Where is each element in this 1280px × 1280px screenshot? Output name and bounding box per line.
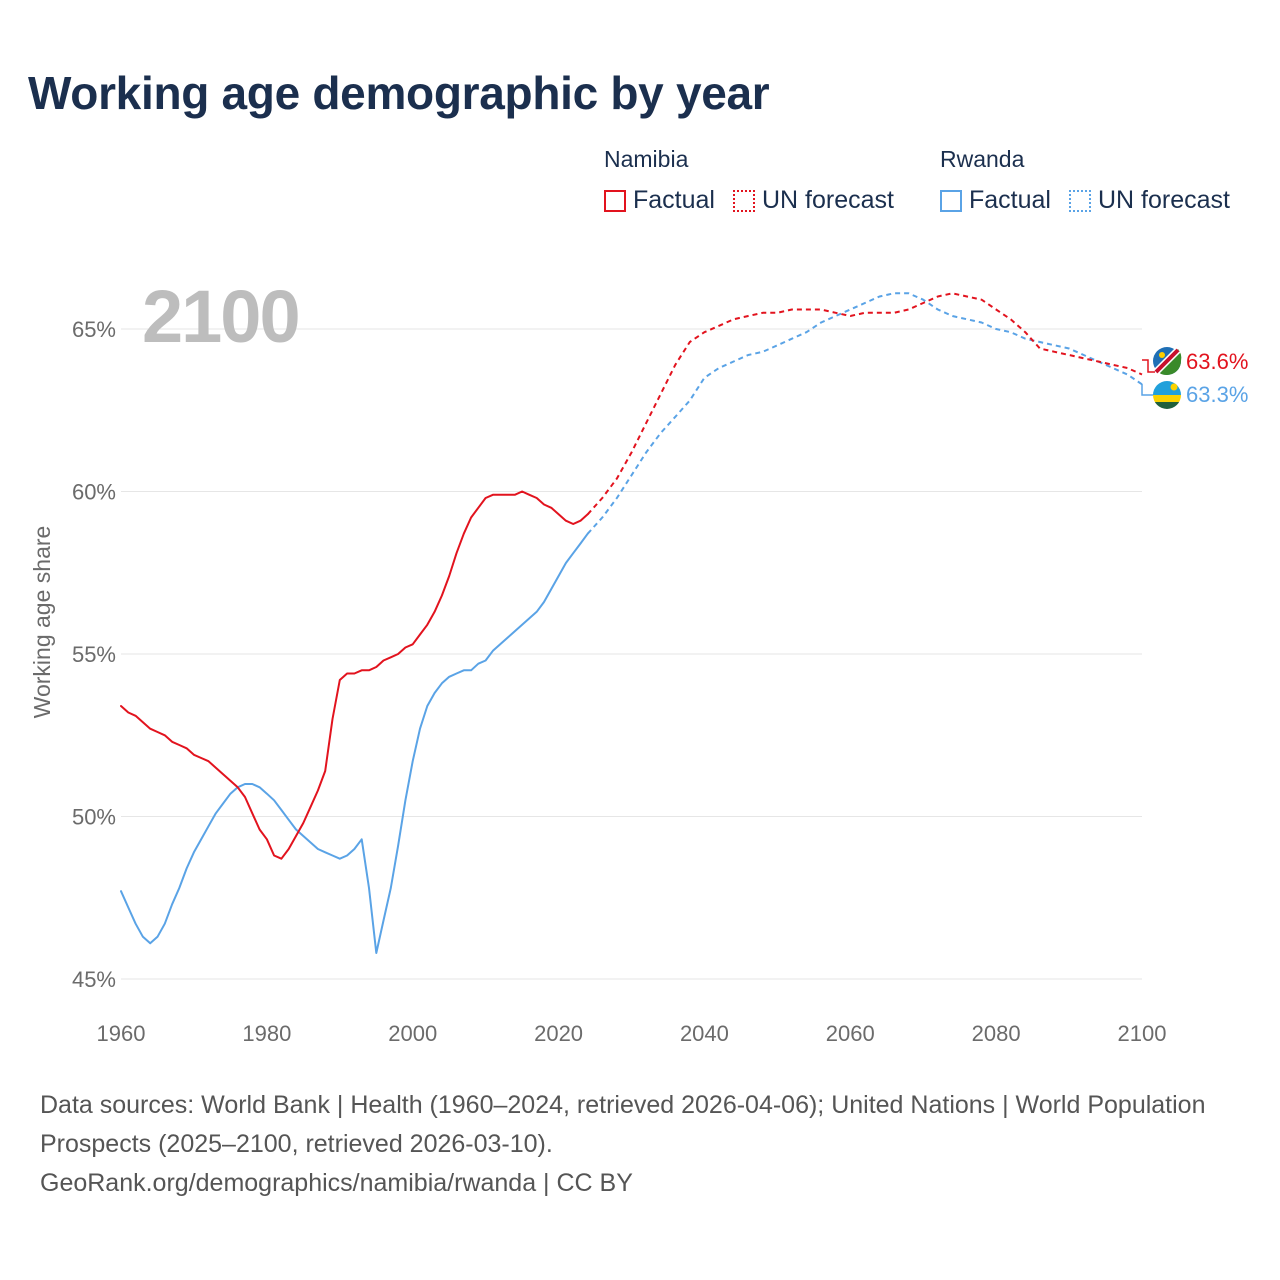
namibia-leader-line bbox=[1142, 359, 1155, 373]
rwanda-leader-line bbox=[1141, 384, 1155, 396]
legend-swatch-dotted-icon bbox=[1068, 189, 1091, 212]
namibia-factual-line bbox=[120, 490, 589, 860]
namibia-flag-icon[interactable] bbox=[1153, 347, 1182, 376]
x-axis-labels: 1960 1980 2000 2020 2040 2060 2080 2100 bbox=[97, 1021, 1167, 1046]
namibia-forecast-line bbox=[586, 292, 1143, 515]
legend-label: UN forecast bbox=[1097, 186, 1230, 214]
y-axis-labels: 45% 50% 55% 60% 65% bbox=[72, 317, 116, 992]
x-tick-label-1980: 1980 bbox=[242, 1021, 291, 1046]
x-tick-label-2000: 2000 bbox=[388, 1021, 437, 1046]
y-axis-title: Working age share bbox=[29, 526, 55, 719]
credit-link[interactable]: GeoRank.org/demographics/namibia/rwanda … bbox=[40, 1169, 633, 1197]
y-tick-label-50: 50% bbox=[72, 805, 116, 830]
rwanda-factual-line bbox=[120, 532, 589, 954]
year-watermark: 2100 bbox=[142, 275, 299, 358]
legend-swatch-solid-icon bbox=[940, 189, 962, 212]
series-lines bbox=[120, 292, 1143, 954]
legend-namibia-forecast[interactable]: UN forecast bbox=[732, 186, 894, 215]
rwanda-forecast-line bbox=[586, 292, 1143, 535]
legend-swatch-solid-icon bbox=[604, 189, 626, 212]
legend-label: UN forecast bbox=[761, 186, 894, 214]
legend-rwanda-title: Rwanda bbox=[940, 146, 1025, 172]
x-tick-label-2040: 2040 bbox=[680, 1021, 729, 1046]
rwanda-flag-icon[interactable] bbox=[1153, 381, 1181, 410]
x-tick-label-2100: 2100 bbox=[1118, 1021, 1167, 1046]
data-sources: Data sources: World Bank | Health (1960–… bbox=[40, 1091, 1206, 1158]
x-tick-label-2080: 2080 bbox=[972, 1021, 1021, 1046]
legend-rwanda-forecast[interactable]: UN forecast bbox=[1068, 186, 1230, 215]
rwanda-end-marker: 63.3% bbox=[1141, 381, 1248, 410]
gridlines bbox=[121, 328, 1142, 980]
legend-label: Factual bbox=[633, 186, 715, 214]
legend-swatch-dotted-icon bbox=[732, 189, 755, 212]
legend-namibia: Namibia Factual UN forecast bbox=[604, 146, 894, 215]
y-tick-label-55: 55% bbox=[72, 642, 116, 667]
x-tick-label-2020: 2020 bbox=[534, 1021, 583, 1046]
x-tick-label-2060: 2060 bbox=[826, 1021, 875, 1046]
y-tick-label-60: 60% bbox=[72, 480, 116, 505]
footer: Data sources: World Bank | Health (1960–… bbox=[40, 1086, 1220, 1203]
x-tick-label-1960: 1960 bbox=[97, 1021, 146, 1046]
namibia-end-value: 63.6% bbox=[1186, 349, 1248, 374]
legend-rwanda: Rwanda Factual UN forecast bbox=[940, 146, 1230, 215]
legend-rwanda-factual[interactable]: Factual bbox=[940, 186, 1051, 215]
line-chart: 2100 45% 50% 55% 60% 65% 1960 1980 2000 2020 204… bbox=[29, 275, 1248, 1046]
legend-namibia-factual[interactable]: Factual bbox=[604, 186, 715, 215]
legend-namibia-title: Namibia bbox=[604, 146, 689, 172]
namibia-end-marker: 63.6% bbox=[1142, 347, 1248, 376]
legend-label: Factual bbox=[969, 186, 1051, 214]
y-tick-label-45: 45% bbox=[72, 967, 116, 992]
chart-title: Working age demographic by year bbox=[28, 67, 770, 119]
y-tick-label-65: 65% bbox=[72, 317, 116, 342]
rwanda-end-value: 63.3% bbox=[1186, 382, 1248, 407]
